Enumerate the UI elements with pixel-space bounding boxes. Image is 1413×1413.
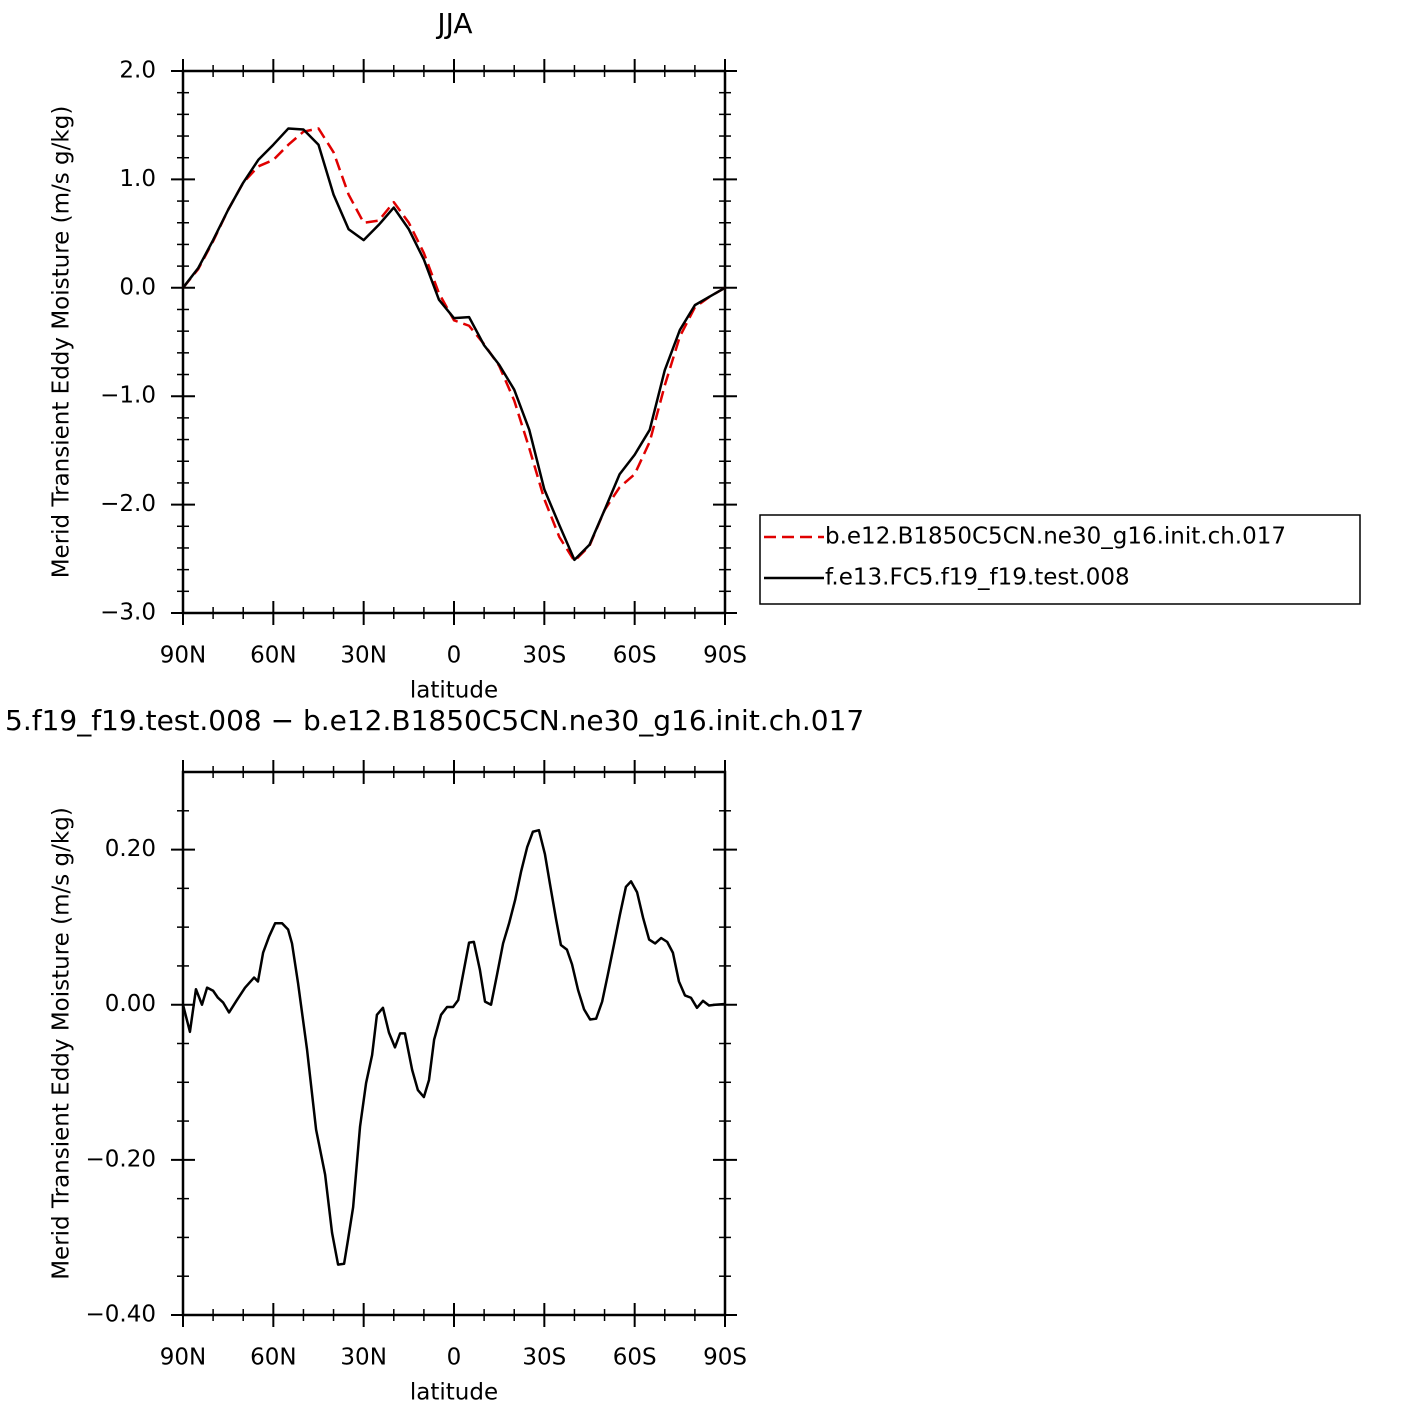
x-tick-label: 30N [340,643,386,669]
y-tick-label: 0.20 [105,836,156,862]
y-axis-label: Merid Transient Eddy Moisture (m/s g/kg) [49,807,75,1280]
series-line [182,127,726,562]
x-tick-label: 30S [522,643,566,669]
x-tick-label: 90S [703,1345,747,1371]
y-tick-label: −0.40 [86,1302,156,1328]
y-tick-label: 0.0 [119,274,156,300]
x-axis-label: latitude [410,1380,498,1406]
x-tick-label: 0 [447,643,462,669]
series-line [182,127,726,563]
x-tick-label: 90N [160,1345,206,1371]
x-tick-label: 60S [613,1345,657,1371]
x-tick-label: 0 [447,1345,462,1371]
x-tick-label: 90N [160,643,206,669]
series-line [181,828,726,1266]
x-tick-label: 90S [703,643,747,669]
plot-frame [181,770,727,1317]
y-axis-label: Merid Transient Eddy Moisture (m/s g/kg) [49,106,75,579]
chart-title: 5.f19_f19.test.008 − b.e12.B1850C5CN.ne3… [5,704,864,737]
x-tick-label: 60S [613,643,657,669]
x-tick-label: 30N [340,1345,386,1371]
legend-label: b.e12.B1850C5CN.ne30_g16.init.ch.017 [825,524,1286,550]
y-tick-label: −0.20 [86,1146,156,1172]
x-axis-label: latitude [410,678,498,704]
legend-box [759,514,1361,605]
y-tick-label: −2.0 [100,491,156,517]
legend-label: f.e13.FC5.f19_f19.test.008 [825,565,1130,591]
y-tick-label: −1.0 [100,383,156,409]
x-tick-label: 30S [522,1345,566,1371]
y-tick-label: 0.00 [105,991,156,1017]
x-tick-label: 60N [250,643,296,669]
x-tick-label: 60N [250,1345,296,1371]
chart-title: JJA [435,7,472,40]
y-tick-label: −3.0 [100,600,156,626]
y-tick-label: 2.0 [119,58,156,84]
y-tick-label: 1.0 [119,166,156,192]
